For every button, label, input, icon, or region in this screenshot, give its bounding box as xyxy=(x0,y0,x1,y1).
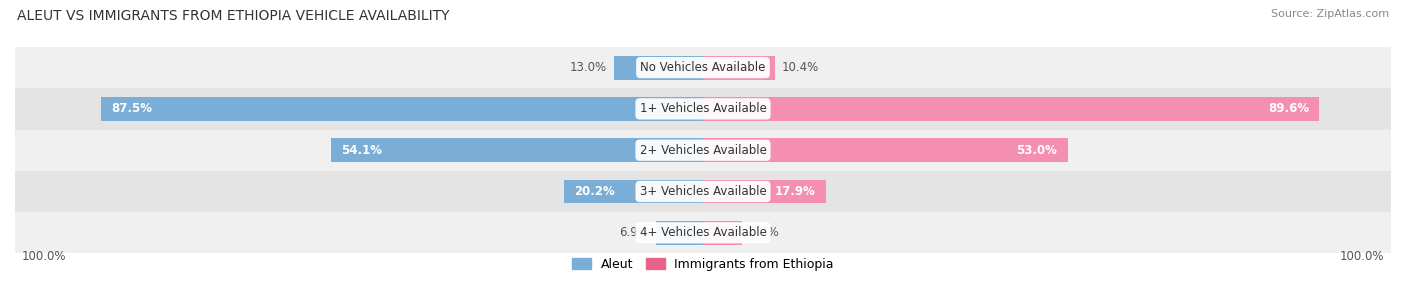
Bar xyxy=(613,55,703,80)
Bar xyxy=(101,97,703,121)
Text: 54.1%: 54.1% xyxy=(342,144,382,157)
Text: 3+ Vehicles Available: 3+ Vehicles Available xyxy=(640,185,766,198)
Text: 10.4%: 10.4% xyxy=(782,61,818,74)
Bar xyxy=(15,171,1391,212)
Text: 4+ Vehicles Available: 4+ Vehicles Available xyxy=(640,226,766,239)
Text: 5.7%: 5.7% xyxy=(749,226,779,239)
Text: No Vehicles Available: No Vehicles Available xyxy=(640,61,766,74)
Legend: Aleut, Immigrants from Ethiopia: Aleut, Immigrants from Ethiopia xyxy=(572,258,834,271)
Bar xyxy=(15,212,1391,253)
Bar xyxy=(15,130,1391,171)
Text: 2+ Vehicles Available: 2+ Vehicles Available xyxy=(640,144,766,157)
Bar xyxy=(15,47,1391,88)
Text: 17.9%: 17.9% xyxy=(775,185,815,198)
Text: 1+ Vehicles Available: 1+ Vehicles Available xyxy=(640,102,766,115)
Bar xyxy=(703,97,1319,121)
Text: 20.2%: 20.2% xyxy=(574,185,614,198)
Bar xyxy=(703,180,827,203)
Bar xyxy=(703,55,775,80)
Bar xyxy=(655,221,703,245)
Text: Source: ZipAtlas.com: Source: ZipAtlas.com xyxy=(1271,9,1389,19)
Bar xyxy=(564,180,703,203)
Text: 100.0%: 100.0% xyxy=(1340,250,1384,263)
Text: 100.0%: 100.0% xyxy=(22,250,66,263)
Text: 6.9%: 6.9% xyxy=(619,226,648,239)
Bar xyxy=(703,221,742,245)
Bar xyxy=(15,88,1391,130)
Text: ALEUT VS IMMIGRANTS FROM ETHIOPIA VEHICLE AVAILABILITY: ALEUT VS IMMIGRANTS FROM ETHIOPIA VEHICL… xyxy=(17,9,450,23)
Text: 87.5%: 87.5% xyxy=(111,102,152,115)
Bar xyxy=(330,138,703,162)
Text: 13.0%: 13.0% xyxy=(569,61,606,74)
Text: 53.0%: 53.0% xyxy=(1017,144,1057,157)
Text: 89.6%: 89.6% xyxy=(1268,102,1309,115)
Bar xyxy=(703,138,1067,162)
